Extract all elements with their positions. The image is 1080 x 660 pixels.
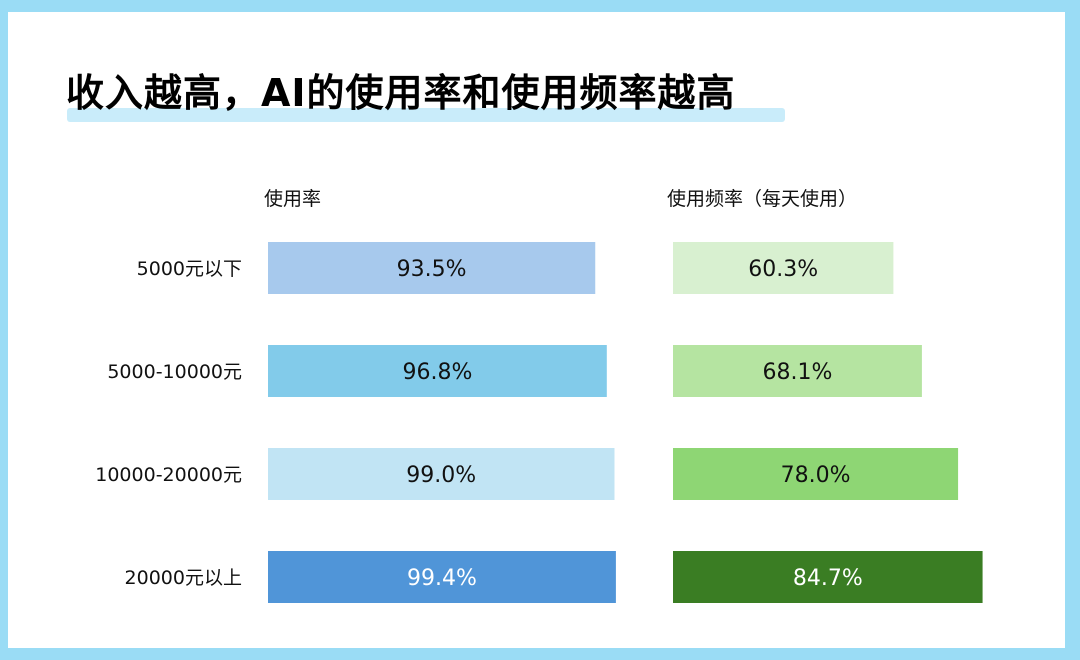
data-label: 93.5% [397,257,467,282]
frequency-bar [673,448,959,500]
data-label: 60.3% [748,257,818,282]
usage-frequency-subtitle: 使用频率（每天使用） [667,188,858,210]
category-label: 20000元以上 [125,567,242,589]
usage-bar [268,242,596,294]
frequency-bar [673,345,922,397]
data-label: 68.1% [763,360,833,385]
usage-bar [268,448,615,500]
chart-title: 收入越高，AI的使用率和使用频率越高 [66,71,736,115]
data-label: 96.8% [402,360,472,385]
data-label: 78.0% [781,463,851,488]
data-label: 99.0% [406,463,476,488]
usage-rate-subtitle: 使用率 [264,188,322,210]
category-label: 5000-10000元 [107,361,242,383]
data-label: 84.7% [793,566,863,591]
category-label: 5000元以下 [137,258,242,280]
usage-bar [268,345,607,397]
category-label: 10000-20000元 [95,464,242,486]
usage-bar [268,551,616,603]
frequency-bar [673,551,983,603]
data-label: 99.4% [407,566,477,591]
frequency-bar [673,242,894,294]
title-highlight [67,108,785,122]
